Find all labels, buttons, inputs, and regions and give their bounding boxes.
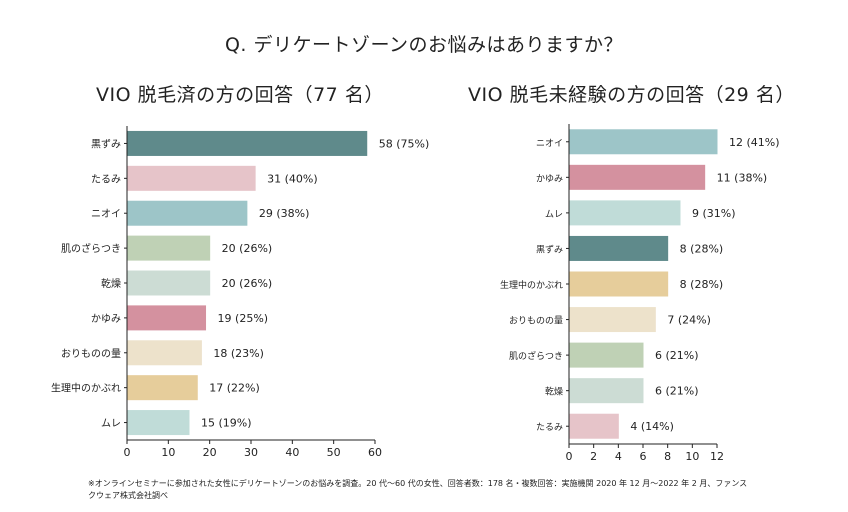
left-bar bbox=[127, 130, 368, 156]
right-category-label: 乾燥 bbox=[545, 386, 563, 398]
right-x-tick-label: 6 bbox=[640, 450, 647, 463]
right-bar bbox=[569, 413, 619, 439]
left-bar bbox=[127, 305, 207, 331]
right-x-tick-label: 2 bbox=[590, 450, 597, 463]
left-value-label: 19 (25%) bbox=[218, 312, 269, 325]
right-category-label: ニオイ bbox=[536, 138, 563, 149]
left-value-label: 58 (75%) bbox=[379, 137, 430, 150]
left-value-label: 29 (38%) bbox=[259, 207, 310, 220]
left-value-label: 20 (26%) bbox=[222, 277, 273, 290]
left-bar bbox=[127, 410, 190, 436]
right-bar bbox=[569, 164, 706, 190]
right-category-label: ムレ bbox=[545, 209, 563, 220]
left-category-label: おりものの量 bbox=[61, 348, 121, 360]
right-value-label: 6 (21%) bbox=[655, 349, 699, 362]
survey-footnote: ※オンラインセミナーに参加された女性にデリケートゾーンのお悩みを調査。20 代〜… bbox=[88, 479, 748, 500]
right-value-label: 12 (41%) bbox=[729, 136, 780, 149]
left-x-tick-label: 30 bbox=[244, 446, 258, 459]
right-category-label: おりものの量 bbox=[509, 316, 563, 327]
left-x-tick-label: 40 bbox=[285, 446, 299, 459]
left-value-label: 17 (22%) bbox=[209, 382, 260, 395]
right-value-label: 8 (28%) bbox=[680, 242, 724, 255]
left-category-label: かゆみ bbox=[91, 313, 121, 325]
right-x-tick-label: 0 bbox=[566, 450, 573, 463]
left-bar bbox=[127, 270, 211, 296]
right-value-label: 9 (31%) bbox=[692, 207, 736, 220]
left-x-tick-label: 60 bbox=[368, 446, 382, 459]
left-value-label: 20 (26%) bbox=[222, 242, 273, 255]
right-x-tick-label: 10 bbox=[685, 450, 699, 463]
right-x-tick-label: 4 bbox=[615, 450, 622, 463]
right-x-tick-label: 8 bbox=[664, 450, 671, 463]
left-value-label: 31 (40%) bbox=[267, 172, 318, 185]
left-x-tick-label: 50 bbox=[327, 446, 341, 459]
left-bar bbox=[127, 235, 211, 261]
right-bar bbox=[569, 307, 656, 333]
right-value-label: 4 (14%) bbox=[630, 420, 674, 433]
left-category-label: 肌のざらつき bbox=[61, 242, 121, 255]
right-bar bbox=[569, 271, 669, 297]
left-chart-title: VIO 脱毛済の方の回答（77 名） bbox=[96, 84, 384, 106]
left-category-label: たるみ bbox=[91, 173, 121, 185]
right-bar bbox=[569, 342, 644, 368]
right-category-label: 黒ずみ bbox=[536, 244, 563, 255]
right-bar bbox=[569, 235, 669, 261]
right-chart-title: VIO 脱毛未経験の方の回答（29 名） bbox=[468, 84, 795, 106]
left-bar bbox=[127, 165, 256, 191]
right-category-label: 肌のざらつき bbox=[509, 350, 563, 362]
left-bar bbox=[127, 375, 198, 401]
right-bar bbox=[569, 200, 681, 226]
left-x-tick-label: 0 bbox=[124, 446, 131, 459]
left-category-label: 生理中のかぶれ bbox=[51, 382, 121, 395]
left-category-label: 乾燥 bbox=[101, 277, 121, 290]
left-category-label: ムレ bbox=[101, 418, 121, 430]
right-value-label: 8 (28%) bbox=[680, 278, 724, 291]
right-value-label: 6 (21%) bbox=[655, 385, 699, 398]
left-x-tick-label: 10 bbox=[161, 446, 175, 459]
left-category-label: 黒ずみ bbox=[91, 138, 121, 150]
left-value-label: 15 (19%) bbox=[201, 417, 252, 430]
right-value-label: 11 (38%) bbox=[717, 171, 768, 184]
left-value-label: 18 (23%) bbox=[213, 347, 264, 360]
right-bar bbox=[569, 378, 644, 404]
right-value-label: 7 (24%) bbox=[667, 314, 711, 327]
right-category-label: たるみ bbox=[536, 422, 563, 433]
left-bar bbox=[127, 200, 248, 226]
right-bar bbox=[569, 129, 718, 155]
left-category-label: ニオイ bbox=[91, 208, 121, 220]
left-bar bbox=[127, 340, 202, 366]
right-category-label: 生理中のかぶれ bbox=[500, 279, 563, 291]
right-category-label: かゆみ bbox=[536, 173, 563, 184]
left-x-tick-label: 20 bbox=[203, 446, 217, 459]
right-x-tick-label: 12 bbox=[710, 450, 724, 463]
question-title: Q. デリケートゾーンのお悩みはありますか？ bbox=[224, 34, 624, 56]
